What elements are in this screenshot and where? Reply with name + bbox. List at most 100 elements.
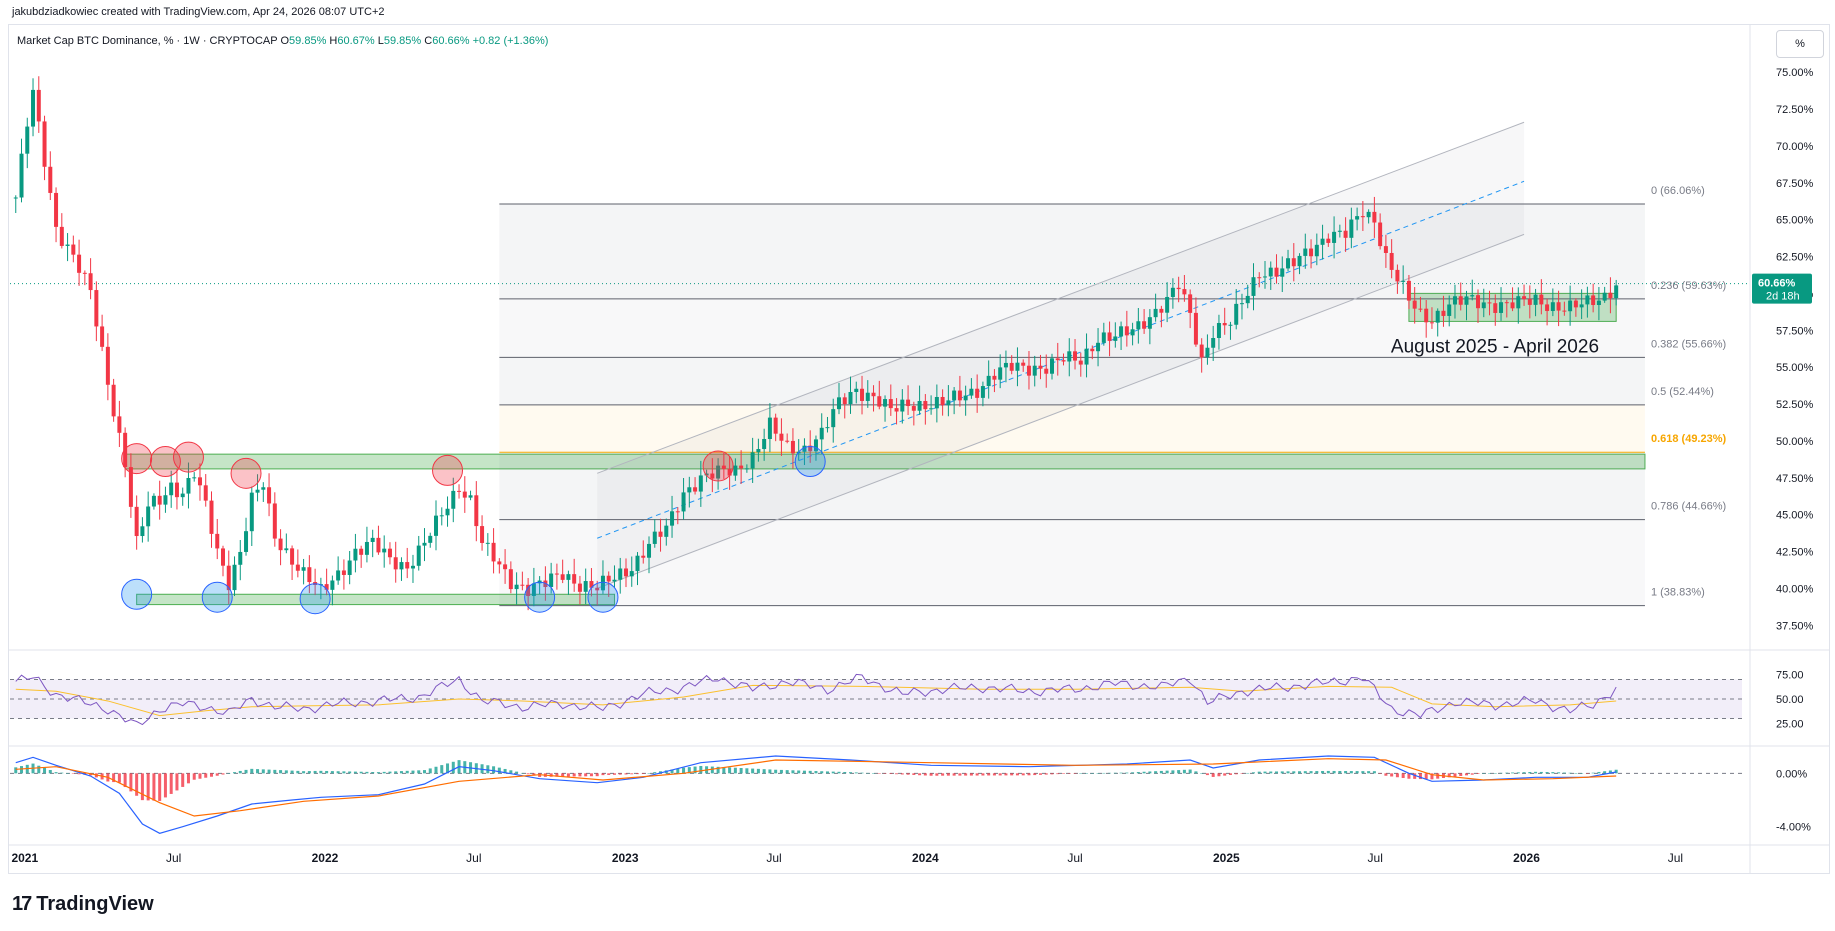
candle-body (520, 584, 525, 586)
macd-histogram-bar (814, 771, 818, 774)
macd-histogram-bar (319, 770, 323, 774)
candle-body (802, 445, 807, 452)
macd-histogram-bar (1113, 772, 1117, 774)
candle-body (1193, 312, 1198, 345)
macd-histogram-bar (1234, 773, 1238, 775)
macd-histogram-bar (1131, 772, 1135, 774)
price-tick-label: 42.50% (1776, 547, 1814, 559)
candle-body (1090, 348, 1095, 352)
symbol-legend[interactable]: Market Cap BTC Dominance, % · 1W · CRYPT… (17, 35, 548, 47)
candle-body (1239, 303, 1244, 305)
candle-body (1614, 285, 1619, 299)
candle-body (888, 399, 893, 409)
time-tick-label: 2025 (1213, 851, 1240, 865)
candle-body (1228, 324, 1233, 326)
candle-body (123, 432, 128, 468)
macd-histogram-bar (1108, 772, 1112, 774)
candle-body (698, 475, 703, 492)
candle-body (1257, 277, 1262, 279)
candle-body (589, 581, 594, 588)
macd-histogram-bar (831, 771, 835, 774)
macd-histogram-bar (820, 771, 824, 774)
macd-histogram-bar (1326, 770, 1330, 774)
candle-body (439, 515, 444, 517)
candle-body (1026, 365, 1031, 376)
candle-body (612, 579, 617, 582)
candle-body (1021, 362, 1026, 366)
price-scale-unit-button[interactable]: % (1776, 30, 1824, 58)
macd-histogram-bar (238, 770, 242, 774)
macd-histogram-bar (1344, 771, 1348, 774)
macd-histogram-bar (1464, 773, 1468, 776)
macd-histogram-bar (952, 773, 956, 776)
macd-histogram-bar (1482, 773, 1486, 774)
macd-histogram-bar (1384, 773, 1388, 776)
macd-histogram-bar (854, 772, 858, 774)
candle-body (842, 397, 847, 405)
candle-body (1153, 308, 1158, 318)
fib-label-0.236: 0.236 (59.63%) (1651, 280, 1726, 292)
candle-body (48, 166, 53, 193)
candle-body (393, 557, 398, 570)
macd-histogram-bar (1038, 773, 1042, 775)
last-price-countdown: 2d 18h (1766, 291, 1800, 303)
macd-histogram-bar (1493, 773, 1497, 774)
candle-body (1366, 211, 1371, 218)
macd-histogram-bar (77, 773, 81, 775)
macd-histogram-bar (135, 773, 139, 796)
candle-body (151, 495, 156, 507)
candle-body (434, 515, 439, 536)
rsi-tick-label: 50.00 (1776, 694, 1804, 706)
candle-body (595, 587, 600, 591)
chart-credit: jakubdziadkowiec created with TradingVie… (12, 6, 385, 18)
macd-histogram-bar (981, 773, 985, 776)
candle-body (272, 503, 277, 539)
candle-body (1142, 321, 1147, 329)
macd-histogram-bar (975, 773, 979, 776)
macd-histogram-bar (998, 773, 1002, 776)
ohlc-open-value: 59.85% (289, 35, 327, 47)
candle-body (1268, 267, 1273, 277)
candle-body (1343, 230, 1348, 238)
candle-body (658, 531, 663, 537)
support-marker (794, 446, 826, 478)
macd-histogram-bar (1580, 773, 1584, 774)
candle-body (428, 535, 433, 543)
price-tick-label: 37.50% (1776, 620, 1814, 632)
candle-body (1084, 348, 1089, 365)
macd-histogram-bar (382, 771, 386, 774)
macd-line (15, 755, 1617, 834)
macd-histogram-bar (1217, 773, 1221, 777)
macd-histogram-bar (175, 773, 179, 791)
macd-histogram-bar (1102, 772, 1106, 774)
time-tick-label: Jul (1668, 851, 1683, 865)
macd-histogram-bar (1436, 773, 1440, 779)
macd-histogram-bar (394, 771, 398, 774)
macd-histogram-bar (1240, 773, 1244, 774)
macd-histogram-bar (520, 772, 524, 774)
macd-histogram-bar (1367, 771, 1371, 774)
candle-body (986, 375, 991, 387)
macd-histogram-bar (860, 772, 864, 774)
candle-body (1499, 302, 1504, 313)
candle-body (618, 568, 623, 580)
macd-histogram-bar (1528, 772, 1532, 774)
macd-histogram-bar (624, 773, 628, 775)
candle-body (894, 408, 899, 412)
macd-histogram-bar (336, 771, 340, 774)
macd-histogram-bar (1269, 771, 1273, 774)
fib-band-0.382 (499, 357, 1645, 405)
macd-histogram-bar (1488, 773, 1492, 774)
macd-histogram-bar (1499, 772, 1503, 774)
macd-histogram-bar (181, 773, 185, 787)
macd-histogram-bar (451, 761, 455, 774)
candle-body (785, 440, 790, 442)
macd-histogram-bar (918, 773, 922, 776)
fib-band-0.236 (499, 298, 1645, 358)
macd-histogram-bar (1332, 770, 1336, 774)
candle-body (399, 562, 404, 570)
macd-histogram-bar (1015, 773, 1019, 776)
candle-body (647, 543, 652, 558)
macd-histogram-bar (1395, 773, 1399, 778)
